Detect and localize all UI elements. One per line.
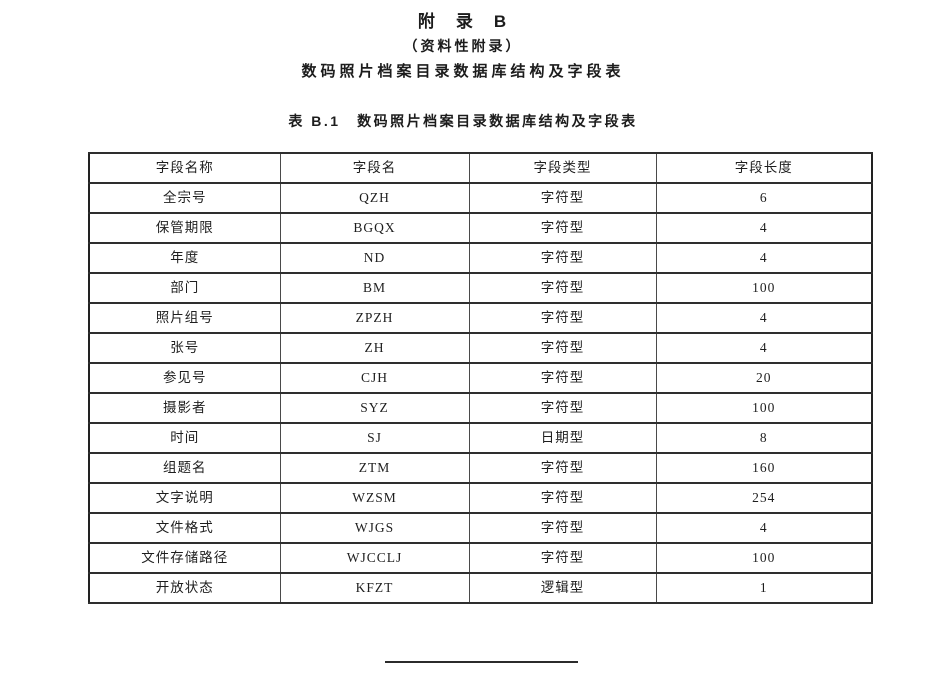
field-definition-table: 字段名称 字段名 字段类型 字段长度 全宗号 QZH 字符型 6 保管期限 BGQX 字符型 4 年度… — [88, 152, 873, 604]
table-cell: BGQX — [279, 212, 470, 244]
table-cell: 4 — [655, 302, 873, 334]
table-cell: 组题名 — [88, 452, 281, 484]
table-row: 张号 ZH 字符型 4 — [88, 332, 873, 364]
table-cell: WJCCLJ — [279, 542, 470, 574]
table-row: 全宗号 QZH 字符型 6 — [88, 182, 873, 214]
table-cell: 字符型 — [468, 542, 657, 574]
table-cell: 20 — [655, 362, 873, 394]
table-cell: 254 — [655, 482, 873, 514]
table-cell: 字符型 — [468, 302, 657, 334]
table-row: 保管期限 BGQX 字符型 4 — [88, 212, 873, 244]
table-cell: 时间 — [88, 422, 281, 454]
table-cell: 4 — [655, 332, 873, 364]
table-header-row: 字段名称 字段名 字段类型 字段长度 — [88, 152, 873, 184]
table-cell: 字符型 — [468, 362, 657, 394]
table-cell: QZH — [279, 182, 470, 214]
table-row: 参见号 CJH 字符型 20 — [88, 362, 873, 394]
table-cell: 张号 — [88, 332, 281, 364]
footer-divider-line — [385, 661, 578, 663]
table-cell: 摄影者 — [88, 392, 281, 424]
table-cell: 文件存储路径 — [88, 542, 281, 574]
table-cell: 6 — [655, 182, 873, 214]
table-cell: 100 — [655, 542, 873, 574]
table-row: 文字说明 WZSM 字符型 254 — [88, 482, 873, 514]
table-body: 全宗号 QZH 字符型 6 保管期限 BGQX 字符型 4 年度 ND 字符型 4 部门 BM 字符型 100… — [88, 182, 873, 604]
table-cell: BM — [279, 272, 470, 304]
column-header: 字段类型 — [468, 152, 657, 184]
table-row: 部门 BM 字符型 100 — [88, 272, 873, 304]
table-row: 照片组号 ZPZH 字符型 4 — [88, 302, 873, 334]
table-row: 时间 SJ 日期型 8 — [88, 422, 873, 454]
table-row: 文件存储路径 WJCCLJ 字符型 100 — [88, 542, 873, 574]
column-header: 字段名称 — [88, 152, 281, 184]
table-cell: 日期型 — [468, 422, 657, 454]
appendix-title: 数码照片档案目录数据库结构及字段表 — [301, 63, 625, 80]
table-cell: 字符型 — [468, 482, 657, 514]
table-cell: 字符型 — [468, 212, 657, 244]
table-row: 文件格式 WJGS 字符型 4 — [88, 512, 873, 544]
table-cell: 年度 — [88, 242, 281, 274]
table-cell: 参见号 — [88, 362, 281, 394]
table-cell: 8 — [655, 422, 873, 454]
table-cell: 字符型 — [468, 392, 657, 424]
table-cell: WZSM — [279, 482, 470, 514]
appendix-label: 附 录 B — [417, 12, 509, 31]
table-cell: SJ — [279, 422, 470, 454]
table-cell: ZPZH — [279, 302, 470, 334]
table-cell: 100 — [655, 392, 873, 424]
table-cell: WJGS — [279, 512, 470, 544]
table-cell: 字符型 — [468, 242, 657, 274]
table-cell: ND — [279, 242, 470, 274]
table-cell: 4 — [655, 242, 873, 274]
table-row: 年度 ND 字符型 4 — [88, 242, 873, 274]
table-cell: 1 — [655, 572, 873, 604]
table-cell: 字符型 — [468, 332, 657, 364]
column-header: 字段名 — [279, 152, 470, 184]
table-cell: 4 — [655, 512, 873, 544]
table-cell: 字符型 — [468, 182, 657, 214]
table-cell: 文件格式 — [88, 512, 281, 544]
table-cell: ZH — [279, 332, 470, 364]
table-cell: 开放状态 — [88, 572, 281, 604]
table-cell: 字符型 — [468, 452, 657, 484]
table-cell: 逻辑型 — [468, 572, 657, 604]
table-row: 摄影者 SYZ 字符型 100 — [88, 392, 873, 424]
table-cell: 部门 — [88, 272, 281, 304]
table-cell: 4 — [655, 212, 873, 244]
table-cell: SYZ — [279, 392, 470, 424]
table-cell: 字符型 — [468, 272, 657, 304]
table-cell: 照片组号 — [88, 302, 281, 334]
table-cell: 全宗号 — [88, 182, 281, 214]
table-cell: 字符型 — [468, 512, 657, 544]
table-row: 组题名 ZTM 字符型 160 — [88, 452, 873, 484]
table-caption: 表 B.1 数码照片档案目录数据库结构及字段表 — [288, 113, 638, 129]
table-cell: KFZT — [279, 572, 470, 604]
table-cell: ZTM — [279, 452, 470, 484]
appendix-type-subtitle: （资料性附录） — [403, 38, 523, 54]
table-row: 开放状态 KFZT 逻辑型 1 — [88, 572, 873, 604]
table-cell: CJH — [279, 362, 470, 394]
column-header: 字段长度 — [655, 152, 873, 184]
table-cell: 160 — [655, 452, 873, 484]
table-cell: 保管期限 — [88, 212, 281, 244]
table-cell: 100 — [655, 272, 873, 304]
table-cell: 文字说明 — [88, 482, 281, 514]
